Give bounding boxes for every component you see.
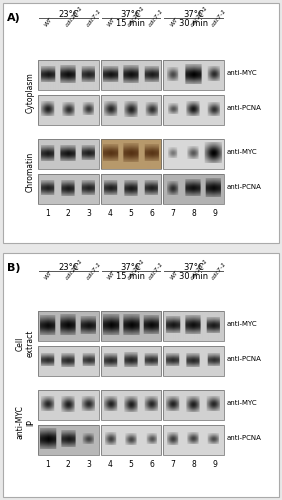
Text: 5: 5 bbox=[129, 209, 133, 218]
Bar bbox=[3, 3, 279, 243]
Bar bbox=[163, 390, 224, 420]
Text: cdc7-1: cdc7-1 bbox=[85, 8, 102, 28]
Bar bbox=[163, 346, 224, 376]
Text: anti-MYC: anti-MYC bbox=[227, 70, 258, 76]
Text: cdc28-1: cdc28-1 bbox=[64, 5, 84, 28]
Text: Chromatin: Chromatin bbox=[26, 152, 35, 192]
Bar bbox=[101, 174, 161, 204]
Text: anti-MYC: anti-MYC bbox=[227, 400, 258, 406]
Text: 5: 5 bbox=[129, 460, 133, 469]
Text: 1: 1 bbox=[45, 460, 50, 469]
Bar bbox=[38, 174, 99, 204]
Bar bbox=[101, 346, 161, 376]
Text: B): B) bbox=[7, 263, 21, 273]
Text: anti-PCNA: anti-PCNA bbox=[227, 435, 262, 441]
Bar bbox=[101, 311, 161, 341]
Text: 37°C: 37°C bbox=[121, 263, 141, 272]
Text: cdc28-1: cdc28-1 bbox=[127, 258, 146, 281]
Text: 2: 2 bbox=[66, 460, 71, 469]
Text: WT: WT bbox=[106, 17, 116, 28]
Text: WT: WT bbox=[169, 17, 179, 28]
Text: 7: 7 bbox=[170, 209, 175, 218]
Bar bbox=[101, 60, 161, 90]
Text: cdc28-1: cdc28-1 bbox=[64, 258, 84, 281]
Text: 2: 2 bbox=[66, 209, 71, 218]
Text: 1: 1 bbox=[45, 209, 50, 218]
Text: Cell
extract: Cell extract bbox=[16, 330, 35, 357]
Text: 30 min: 30 min bbox=[179, 272, 208, 281]
Text: 3: 3 bbox=[87, 460, 92, 469]
Bar bbox=[38, 346, 99, 376]
Bar bbox=[3, 253, 279, 497]
Text: anti-MYC
IP: anti-MYC IP bbox=[16, 406, 35, 440]
Text: Cytoplasm: Cytoplasm bbox=[26, 72, 35, 113]
Text: anti-PCNA: anti-PCNA bbox=[227, 105, 262, 111]
Text: 7: 7 bbox=[170, 460, 175, 469]
Text: 23°C: 23°C bbox=[58, 10, 79, 19]
Text: cdc7-1: cdc7-1 bbox=[211, 262, 228, 281]
Bar bbox=[38, 390, 99, 420]
Bar bbox=[163, 425, 224, 455]
Text: WT: WT bbox=[43, 17, 54, 28]
Text: WT: WT bbox=[169, 270, 179, 281]
Text: 9: 9 bbox=[212, 460, 217, 469]
Text: 9: 9 bbox=[212, 209, 217, 218]
Bar bbox=[163, 139, 224, 169]
Bar bbox=[38, 311, 99, 341]
Text: cdc7-1: cdc7-1 bbox=[148, 8, 165, 28]
Text: 15 min: 15 min bbox=[116, 272, 146, 281]
Text: 37°C: 37°C bbox=[183, 10, 204, 19]
Text: A): A) bbox=[7, 13, 21, 23]
Text: 30 min: 30 min bbox=[179, 19, 208, 28]
Text: WT: WT bbox=[106, 270, 116, 281]
Text: anti-MYC: anti-MYC bbox=[227, 149, 258, 155]
Text: anti-PCNA: anti-PCNA bbox=[227, 356, 262, 362]
Text: 15 min: 15 min bbox=[116, 19, 146, 28]
Bar bbox=[38, 95, 99, 125]
Text: cdc28-1: cdc28-1 bbox=[127, 5, 146, 28]
Bar bbox=[163, 174, 224, 204]
Text: cdc28-1: cdc28-1 bbox=[190, 5, 209, 28]
Text: 3: 3 bbox=[87, 209, 92, 218]
Text: 23°C: 23°C bbox=[58, 263, 79, 272]
Bar bbox=[38, 139, 99, 169]
Bar bbox=[101, 390, 161, 420]
Bar bbox=[163, 311, 224, 341]
Bar bbox=[163, 95, 224, 125]
Text: 6: 6 bbox=[149, 460, 154, 469]
Text: anti-MYC: anti-MYC bbox=[227, 321, 258, 327]
Bar bbox=[163, 60, 224, 90]
Text: 8: 8 bbox=[191, 209, 196, 218]
Bar bbox=[38, 425, 99, 455]
Text: 37°C: 37°C bbox=[183, 263, 204, 272]
Bar bbox=[38, 60, 99, 90]
Text: WT: WT bbox=[43, 270, 54, 281]
Bar bbox=[101, 425, 161, 455]
Text: cdc28-1: cdc28-1 bbox=[190, 258, 209, 281]
Text: anti-PCNA: anti-PCNA bbox=[227, 184, 262, 190]
Text: 4: 4 bbox=[108, 209, 113, 218]
Text: cdc7-1: cdc7-1 bbox=[211, 8, 228, 28]
Text: 8: 8 bbox=[191, 460, 196, 469]
Bar bbox=[101, 139, 161, 169]
Bar bbox=[101, 95, 161, 125]
Text: 37°C: 37°C bbox=[121, 10, 141, 19]
Text: cdc7-1: cdc7-1 bbox=[148, 262, 165, 281]
Text: 4: 4 bbox=[108, 460, 113, 469]
Text: cdc7-1: cdc7-1 bbox=[85, 262, 102, 281]
Text: 6: 6 bbox=[149, 209, 154, 218]
